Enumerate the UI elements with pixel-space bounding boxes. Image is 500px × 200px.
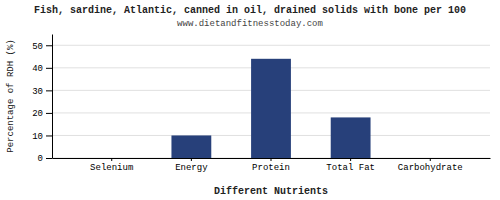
- x-tick-label: Energy: [175, 163, 208, 173]
- x-tick-mark: [271, 158, 272, 161]
- bars: [171, 59, 370, 158]
- y-axis-title: Percentage of RDH (%): [6, 39, 16, 152]
- y-tick: 10: [32, 132, 52, 142]
- chart-container: 0 10 20 30 40 50 Selenium Energy Protein Total Fa…: [0, 0, 500, 200]
- x-tick-label: Selenium: [90, 163, 133, 173]
- y-tick: 40: [32, 64, 52, 74]
- y-tick-label: 10: [32, 132, 43, 142]
- y-tick-label: 20: [32, 109, 43, 119]
- y-tick: 30: [32, 87, 52, 97]
- y-tick-mark: [46, 90, 52, 91]
- x-tick: Carbohydrate: [398, 158, 463, 173]
- bar: [92, 158, 132, 159]
- y-tick-mark: [46, 158, 52, 159]
- x-tick-mark: [111, 158, 112, 161]
- x-axis-title: Different Nutrients: [214, 186, 328, 197]
- y-tick-mark: [46, 45, 52, 46]
- x-tick: Selenium: [90, 158, 133, 173]
- y-axis-line: [52, 35, 53, 159]
- y-tick-mark: [46, 135, 52, 136]
- y-tick: 20: [32, 109, 52, 119]
- y-tick: 50: [32, 42, 52, 52]
- y-tick: 0: [38, 154, 52, 164]
- subtitle: www.dietandfitnesstoday.com: [177, 19, 323, 29]
- y-tick-label: 50: [32, 42, 43, 52]
- title: Fish, sardine, Atlantic, canned in oil, …: [34, 5, 466, 16]
- bar: [171, 135, 211, 158]
- x-tick: Energy: [175, 158, 208, 173]
- y-tick-label: 40: [32, 64, 43, 74]
- y-axis: 0 10 20 30 40 50: [32, 35, 52, 165]
- grid-line: [52, 45, 490, 46]
- x-axis: Selenium Energy Protein Total Fat Carbohydra…: [53, 158, 491, 173]
- chart-svg: 0 10 20 30 40 50 Selenium Energy Protein Total Fa…: [0, 0, 500, 200]
- x-tick-mark: [350, 158, 351, 161]
- x-tick-label: Protein: [252, 163, 290, 173]
- bar: [251, 59, 291, 158]
- y-tick-label: 30: [32, 87, 43, 97]
- x-tick-label: Carbohydrate: [398, 163, 463, 173]
- x-tick: Total Fat: [326, 158, 375, 173]
- x-tick: Protein: [252, 158, 290, 173]
- y-tick-mark: [46, 113, 52, 114]
- x-tick-mark: [191, 158, 192, 161]
- x-tick-mark: [430, 158, 431, 161]
- y-tick-label: 0: [38, 154, 43, 164]
- grid: [52, 45, 490, 158]
- x-tick-label: Total Fat: [326, 163, 375, 173]
- bar: [410, 158, 450, 159]
- y-tick-mark: [46, 68, 52, 69]
- bar: [331, 117, 371, 158]
